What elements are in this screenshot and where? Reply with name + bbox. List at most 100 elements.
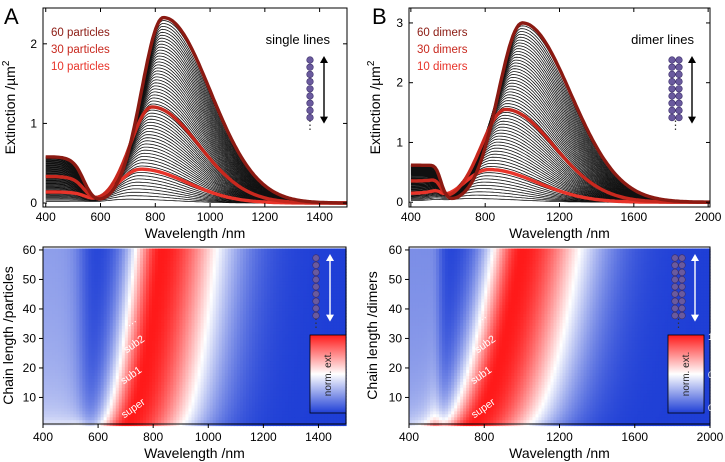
heatmap-cell <box>270 393 274 397</box>
heatmap-cell <box>64 404 68 409</box>
heatmap-cell <box>82 395 87 400</box>
heatmap-cell <box>64 348 68 353</box>
heatmap-cell <box>97 398 102 403</box>
heatmap-cell <box>82 375 87 379</box>
arrow-head-up <box>320 56 328 63</box>
heatmap-cell <box>306 336 311 341</box>
heatmap-cell <box>227 393 232 397</box>
heatmap-cell <box>303 395 308 400</box>
heatmap-cell <box>182 410 187 415</box>
heatmap-cell <box>158 387 162 391</box>
heatmap-cell <box>288 398 293 403</box>
heatmap-cell <box>215 336 220 341</box>
heatmap-cell <box>127 407 132 412</box>
heatmap-cell <box>197 363 202 368</box>
heatmap-cell <box>209 390 214 394</box>
heatmap-cell <box>79 378 83 382</box>
heatmap-cell <box>261 413 265 418</box>
heatmap-cell <box>224 354 229 359</box>
heatmap-cell <box>267 336 271 341</box>
heatmap-cell <box>306 416 311 421</box>
heatmap-cell <box>227 363 232 368</box>
heatmap-cell <box>236 363 241 368</box>
heatmap-cell <box>52 390 56 394</box>
heatmap-cell <box>133 354 138 359</box>
heatmap-cell <box>164 413 168 418</box>
heatmap-cell <box>161 345 165 350</box>
heatmap-cell <box>70 401 74 406</box>
heatmap-cell <box>127 398 132 403</box>
heatmap-cell <box>279 401 283 406</box>
heatmap-cell <box>236 419 241 424</box>
heatmap-cell <box>73 334 77 338</box>
heatmap-cell <box>167 351 171 356</box>
heatmap-cell <box>230 354 235 359</box>
heatmap-cell <box>273 413 277 418</box>
heatmap-cell <box>267 410 271 415</box>
heatmap-cell <box>88 407 93 412</box>
heatmap-cell <box>43 393 47 397</box>
heatmap-cell <box>109 369 114 373</box>
heatmap-cell <box>218 410 223 415</box>
heatmap-cell <box>179 416 183 421</box>
heatmap-cell <box>115 372 120 376</box>
heatmap-cell <box>191 404 196 409</box>
heatmap-cell <box>227 390 232 394</box>
heatmap-cell <box>176 416 180 421</box>
heatmap-cell <box>176 384 180 388</box>
heatmap-cell <box>155 384 159 388</box>
heatmap-cell <box>112 336 117 341</box>
heatmap-cell <box>58 363 62 368</box>
heatmap-cell <box>197 410 202 415</box>
heatmap-cell <box>294 419 299 424</box>
heatmap-cell <box>185 372 190 376</box>
heatmap-cell <box>124 369 129 373</box>
heatmap-cell <box>58 393 62 397</box>
heatmap-cell <box>291 378 296 382</box>
heatmap-cell <box>273 366 277 371</box>
heatmap-cell <box>70 395 74 400</box>
heatmap-cell <box>206 413 211 418</box>
heatmap-cell <box>197 342 202 347</box>
heatmap-cell <box>297 404 302 409</box>
heatmap-cell <box>306 378 311 382</box>
heatmap-cell <box>58 384 62 388</box>
heatmap-cell <box>139 393 144 397</box>
heatmap-cell <box>70 393 74 397</box>
heatmap-cell <box>258 387 262 391</box>
heatmap-cell <box>239 390 244 394</box>
heatmap-cell <box>233 363 238 368</box>
heatmap-cell <box>291 339 296 344</box>
heatmap-cell <box>200 410 205 415</box>
spectra-curves <box>45 15 347 205</box>
heatmap-cell <box>282 372 286 376</box>
heatmap-cell <box>146 381 150 385</box>
heatmap-cell <box>152 357 156 362</box>
heatmap-cell <box>255 372 259 376</box>
heatmap-cell <box>88 395 93 400</box>
heatmap-cell <box>64 398 68 403</box>
heatmap-cell <box>273 384 277 388</box>
heatmap-cell <box>224 351 229 356</box>
heatmap-cell <box>142 416 147 421</box>
heatmap-cell <box>158 345 162 350</box>
heatmap-cell <box>206 419 211 424</box>
heatmap-cell <box>155 378 159 382</box>
heatmap-cell <box>270 363 274 368</box>
heatmap-cell <box>179 378 183 382</box>
heatmap-cell <box>267 381 271 385</box>
heatmap-cell <box>97 395 102 400</box>
heatmap-cell <box>149 357 153 362</box>
heatmap-cell <box>246 404 250 409</box>
heatmap-cell <box>239 345 244 350</box>
heatmap-cell <box>279 410 283 415</box>
heatmap-cell <box>136 372 141 376</box>
heatmap-cell <box>206 351 211 356</box>
heatmap-cell <box>76 395 80 400</box>
heatmap-cell <box>167 372 171 376</box>
heatmap-cell <box>109 357 114 362</box>
heatmap-cell <box>76 348 80 353</box>
heatmap-cell <box>267 354 271 359</box>
heatmap-cell <box>155 401 159 406</box>
heatmap-cell <box>58 395 62 400</box>
